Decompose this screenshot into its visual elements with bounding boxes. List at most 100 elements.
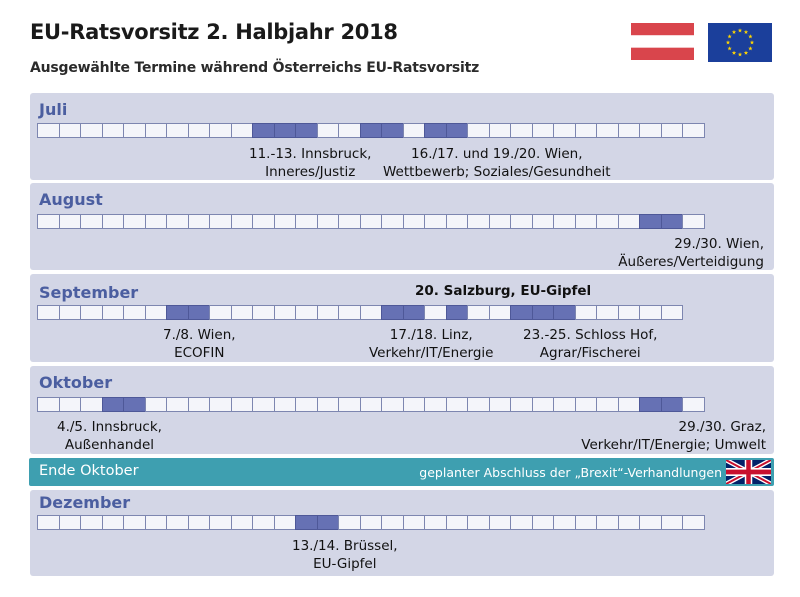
day-cell-27	[596, 123, 619, 138]
day-cell-16	[359, 214, 382, 229]
day-cell-22	[488, 515, 511, 530]
day-cell-31	[682, 515, 705, 530]
day-cell-6	[144, 397, 167, 412]
day-cell-6	[144, 305, 167, 320]
day-cell-14	[316, 123, 339, 138]
day-cell-27	[596, 305, 619, 320]
day-cell-25	[553, 515, 576, 530]
day-cell-5	[123, 123, 146, 138]
day-cell-19	[424, 123, 447, 138]
day-cell-3	[80, 515, 103, 530]
day-cell-18	[402, 123, 425, 138]
day-cell-31	[682, 123, 705, 138]
eu-star-icon	[727, 34, 732, 39]
eu-star-icon	[737, 28, 743, 33]
day-cell-22	[488, 397, 511, 412]
day-cell-12	[273, 397, 296, 412]
day-cell-15	[338, 305, 361, 320]
day-cell-19	[424, 305, 447, 320]
day-cell-8	[187, 214, 210, 229]
day-cell-9	[209, 305, 232, 320]
day-cell-3	[80, 397, 103, 412]
day-cell-10	[230, 214, 253, 229]
eu-star-icon	[727, 46, 732, 51]
day-cell-21	[467, 515, 490, 530]
day-cell-20	[445, 305, 468, 320]
day-cell-24	[531, 305, 554, 320]
eu-star-icon	[748, 34, 753, 39]
day-cell-23	[510, 397, 533, 412]
day-cell-2	[58, 515, 81, 530]
day-strip	[37, 515, 705, 530]
austria-flag-icon	[631, 23, 694, 60]
day-cell-30	[660, 397, 683, 412]
day-cell-10	[230, 123, 253, 138]
day-cell-9	[209, 397, 232, 412]
day-cell-16	[359, 123, 382, 138]
day-cell-10	[230, 397, 253, 412]
month-label: Oktober	[39, 373, 113, 392]
day-cell-22	[488, 214, 511, 229]
day-cell-15	[338, 397, 361, 412]
day-cell-18	[402, 214, 425, 229]
day-cell-18	[402, 397, 425, 412]
month-panel-august: August 29./30. Wien, Äußeres/Verteidigun…	[30, 183, 774, 270]
day-cell-25	[553, 305, 576, 320]
day-cell-31	[682, 397, 705, 412]
day-cell-30	[660, 214, 683, 229]
day-cell-24	[531, 123, 554, 138]
month-label: August	[39, 190, 103, 209]
day-cell-14	[316, 397, 339, 412]
event-label: 29./30. Graz, Verkehr/IT/Energie; Umwelt	[581, 419, 766, 453]
day-cell-24	[531, 515, 554, 530]
day-cell-26	[574, 123, 597, 138]
day-cell-4	[101, 123, 124, 138]
event-label: 7./8. Wien, ECOFIN	[163, 327, 236, 361]
day-cell-26	[574, 397, 597, 412]
day-cell-20	[445, 123, 468, 138]
day-cell-23	[510, 305, 533, 320]
day-cell-4	[101, 515, 124, 530]
day-cell-16	[359, 305, 382, 320]
brexit-bar: Ende Oktober geplanter Abschluss der „Br…	[29, 458, 774, 486]
event-label: 16./17. und 19./20. Wien, Wettbewerb; So…	[383, 146, 611, 180]
eu-star-icon	[743, 29, 749, 34]
day-cell-31	[682, 214, 705, 229]
eu-star-icon	[731, 50, 737, 55]
day-cell-10	[230, 305, 253, 320]
day-cell-1	[37, 214, 60, 229]
day-cell-8	[187, 515, 210, 530]
day-cell-16	[359, 515, 382, 530]
event-label: 4./5. Innsbruck, Außenhandel	[57, 419, 162, 453]
month-panel-dezember: Dezember 13./14. Brüssel, EU-Gipfel	[30, 490, 774, 576]
day-cell-23	[510, 123, 533, 138]
day-cell-29	[639, 305, 662, 320]
day-cell-27	[596, 214, 619, 229]
month-label: Dezember	[39, 493, 131, 512]
day-cell-29	[639, 214, 662, 229]
month-label: Juli	[39, 100, 68, 119]
month-label: September	[39, 283, 139, 302]
day-cell-4	[101, 397, 124, 412]
uk-flag-icon	[726, 460, 771, 484]
day-cell-20	[445, 214, 468, 229]
day-cell-4	[101, 305, 124, 320]
day-cell-28	[617, 397, 640, 412]
day-cell-10	[230, 515, 253, 530]
day-cell-11	[252, 214, 275, 229]
day-cell-21	[467, 397, 490, 412]
day-cell-19	[424, 397, 447, 412]
day-cell-12	[273, 305, 296, 320]
event-label: 23.-25. Schloss Hof, Agrar/Fischerei	[523, 327, 658, 361]
day-cell-12	[273, 515, 296, 530]
day-cell-29	[639, 123, 662, 138]
day-cell-9	[209, 123, 232, 138]
day-cell-19	[424, 214, 447, 229]
day-cell-26	[574, 214, 597, 229]
day-cell-14	[316, 305, 339, 320]
day-cell-8	[187, 123, 210, 138]
day-cell-28	[617, 123, 640, 138]
day-cell-9	[209, 515, 232, 530]
day-cell-13	[295, 515, 318, 530]
day-strip	[37, 305, 683, 320]
